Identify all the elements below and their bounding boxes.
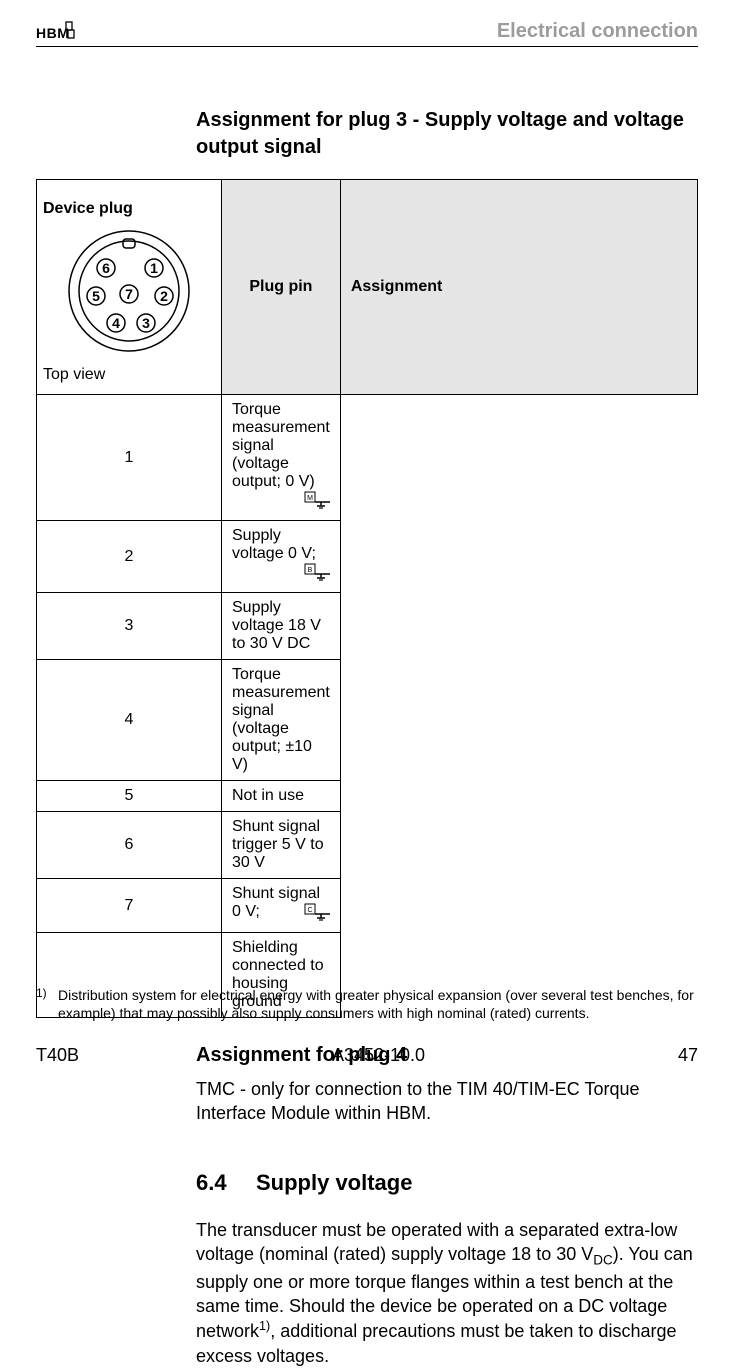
- pin-cell: 3: [37, 593, 222, 660]
- assignment-cell: Torque measurement signal (voltage outpu…: [222, 395, 341, 521]
- ground-icon: M: [304, 491, 330, 514]
- top-view-label: Top view: [43, 366, 215, 384]
- table-row: 2Supply voltage 0 V;B: [37, 521, 698, 593]
- pin-cell: 5: [37, 781, 222, 812]
- section-title: Supply voltage: [256, 1170, 412, 1195]
- footer-right: 47: [678, 1045, 698, 1066]
- connector-diagram: 1 2 3 4 5 6 7: [64, 226, 194, 356]
- table-row: 4Torque measurement signal (voltage outp…: [37, 660, 698, 781]
- svg-text:3: 3: [142, 315, 150, 331]
- pin-cell: 7: [37, 879, 222, 933]
- footer-left: T40B: [36, 1045, 79, 1066]
- ground-icon: C: [304, 903, 330, 926]
- assignment-cell: Shunt signal 0 V;C: [222, 879, 341, 933]
- hbm-logo: HBM: [36, 20, 76, 44]
- svg-text:4: 4: [112, 315, 120, 331]
- footnote: 1) Distribution system for electrical en…: [36, 986, 698, 1022]
- ground-icon: B: [304, 563, 330, 586]
- table-row: 5Not in use: [37, 781, 698, 812]
- assignment-cell: Supply voltage 18 V to 30 V DC: [222, 593, 341, 660]
- assignment-cell: Supply voltage 0 V;B: [222, 521, 341, 593]
- svg-text:5: 5: [92, 288, 100, 304]
- th-plug-pin: Plug pin: [222, 180, 341, 395]
- section-number: 6.4: [196, 1170, 256, 1196]
- svg-text:6: 6: [102, 260, 110, 276]
- page-footer: T40B A3452-10.0 47: [36, 1045, 698, 1066]
- assignment-cell: Shunt signal trigger 5 V to 30 V: [222, 812, 341, 879]
- svg-text:B: B: [307, 567, 312, 574]
- footer-center: A3452-10.0: [332, 1045, 425, 1066]
- header-section-title: Electrical connection: [497, 20, 698, 43]
- device-plug-label: Device plug: [43, 200, 215, 218]
- device-plug-cell: Device plug 1 2 3 4 5: [37, 180, 222, 395]
- plug4-body: TMC - only for connection to the TIM 40/…: [196, 1077, 698, 1126]
- table-row: 1Torque measurement signal (voltage outp…: [37, 395, 698, 521]
- pin-cell: 4: [37, 660, 222, 781]
- page-header: HBM Electrical connection: [36, 20, 698, 47]
- plug3-pin-table: Device plug 1 2 3 4 5: [36, 179, 698, 1018]
- svg-text:C: C: [307, 907, 312, 914]
- footnote-marker: 1): [36, 986, 58, 1022]
- th-assignment: Assignment: [340, 180, 697, 395]
- svg-text:1: 1: [150, 260, 158, 276]
- section-6-4-heading: 6.4Supply voltage: [196, 1170, 698, 1196]
- svg-text:M: M: [307, 495, 313, 502]
- svg-text:HBM: HBM: [36, 25, 69, 41]
- assignment-plug3-title: Assignment for plug 3 - Supply voltage a…: [196, 107, 698, 161]
- table-row: 6Shunt signal trigger 5 V to 30 V: [37, 812, 698, 879]
- footnote-text: Distribution system for electrical energ…: [58, 986, 698, 1022]
- table-row: 7Shunt signal 0 V;C: [37, 879, 698, 933]
- pin-cell: 6: [37, 812, 222, 879]
- svg-text:7: 7: [125, 286, 133, 302]
- pin-cell: 2: [37, 521, 222, 593]
- assignment-cell: Torque measurement signal (voltage outpu…: [222, 660, 341, 781]
- assignment-cell: Not in use: [222, 781, 341, 812]
- svg-text:2: 2: [160, 288, 168, 304]
- table-row: 3Supply voltage 18 V to 30 V DC: [37, 593, 698, 660]
- section-6-4-body: The transducer must be operated with a s…: [196, 1218, 698, 1368]
- pin-cell: 1: [37, 395, 222, 521]
